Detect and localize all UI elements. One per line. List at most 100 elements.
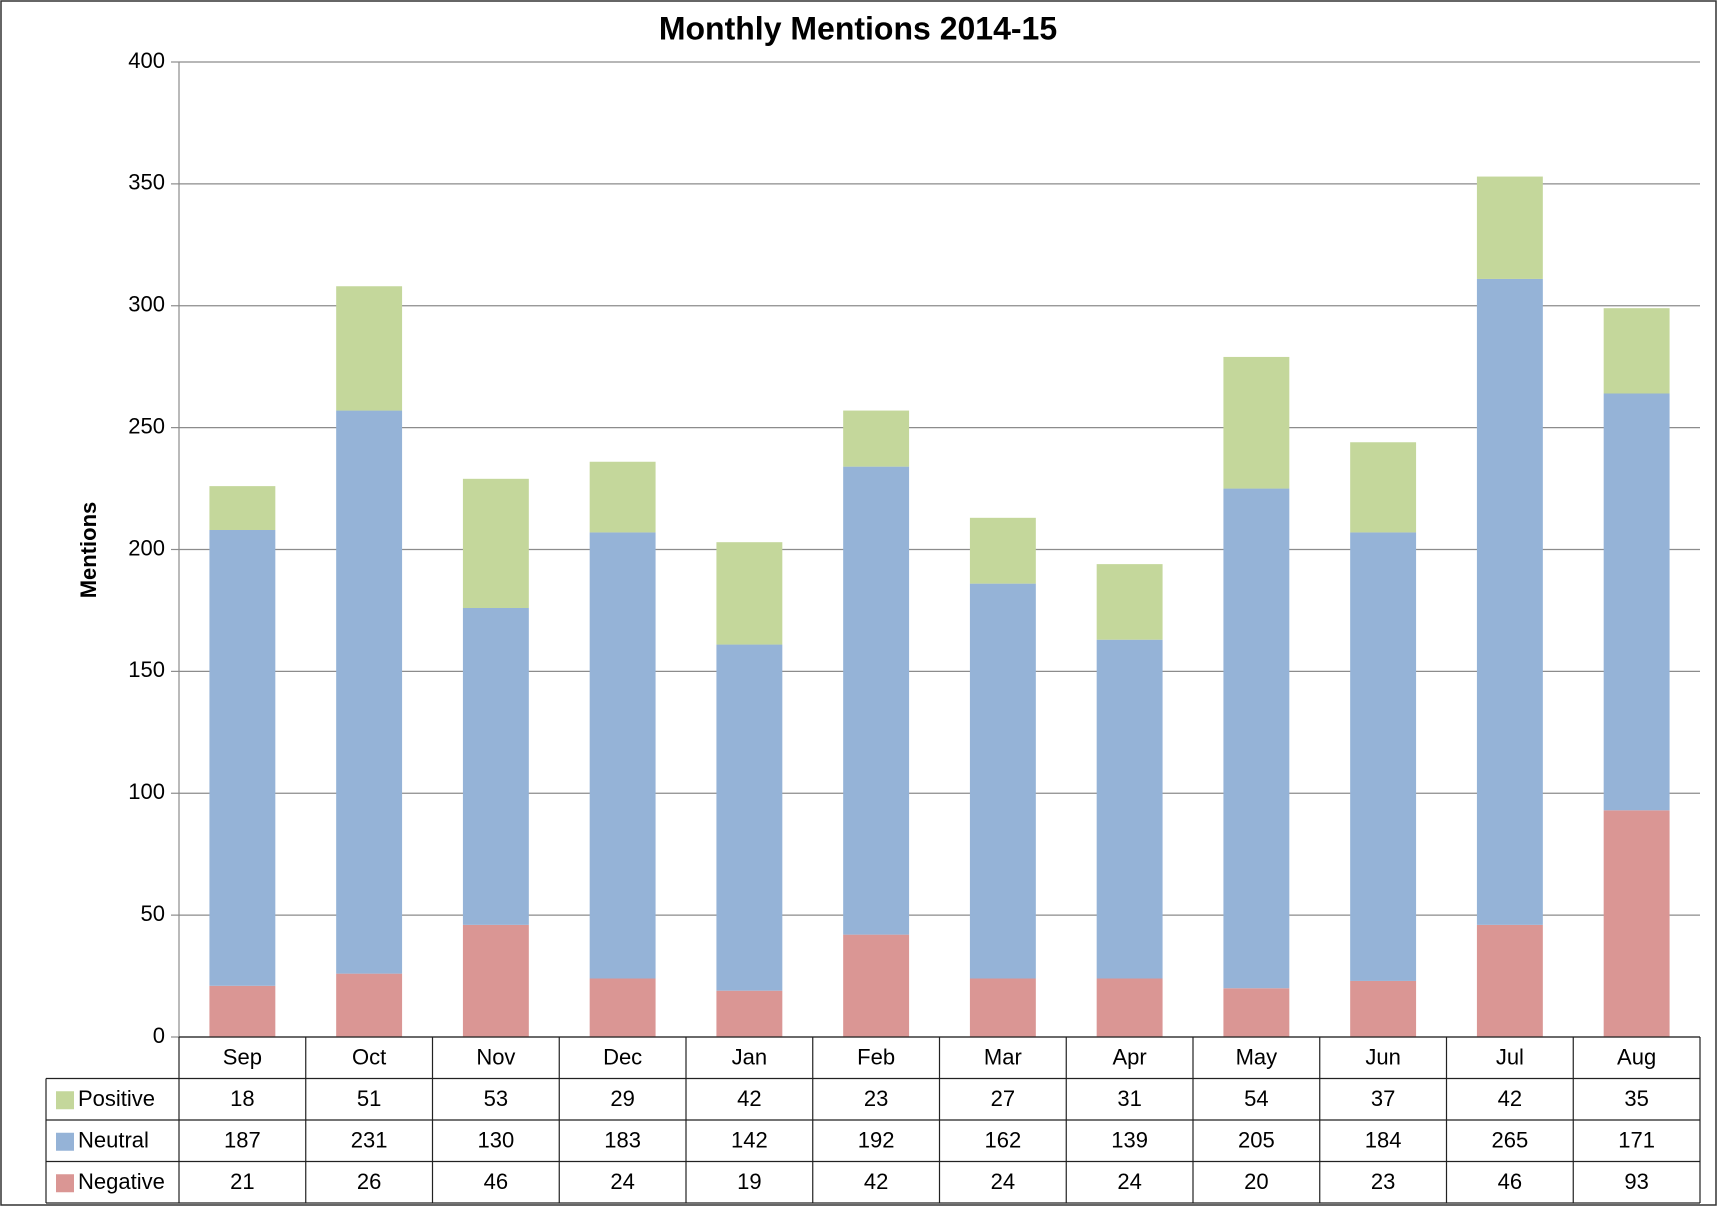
- table-value: 205: [1238, 1128, 1275, 1153]
- table-value: 24: [991, 1169, 1015, 1194]
- table-value: 51: [357, 1086, 381, 1111]
- bar-segment: [843, 934, 910, 1037]
- bar-segment: [969, 517, 1036, 584]
- y-axis-label: Mentions: [76, 502, 101, 599]
- bar-segment: [1476, 278, 1543, 925]
- x-tick-label: Sep: [223, 1045, 262, 1070]
- bar-segment: [1350, 442, 1417, 533]
- bar-segment: [1476, 176, 1543, 279]
- table-value: 187: [224, 1128, 261, 1153]
- x-tick-label: Jun: [1365, 1045, 1400, 1070]
- legend-label: Negative: [78, 1169, 165, 1194]
- bar-segment: [1476, 924, 1543, 1037]
- table-value: 19: [737, 1169, 761, 1194]
- bar-segment: [209, 486, 276, 530]
- bar-segment: [716, 990, 783, 1037]
- y-tick-label: 100: [128, 779, 165, 804]
- bar-segment: [589, 532, 656, 979]
- table-value: 139: [1111, 1128, 1148, 1153]
- x-tick-label: Jul: [1496, 1045, 1524, 1070]
- y-tick-label: 350: [128, 170, 165, 195]
- bar-segment: [1096, 978, 1163, 1037]
- bar-segment: [462, 924, 529, 1037]
- bar-segment: [1223, 356, 1290, 489]
- bar-segment: [336, 973, 403, 1037]
- table-value: 42: [864, 1169, 888, 1194]
- table-value: 142: [731, 1128, 768, 1153]
- bar-segment: [336, 410, 403, 974]
- x-tick-label: Feb: [857, 1045, 895, 1070]
- x-tick-label: Jan: [732, 1045, 767, 1070]
- bar-segment: [843, 410, 910, 467]
- table-value: 20: [1244, 1169, 1268, 1194]
- bar-segment: [209, 985, 276, 1037]
- bar-segment: [589, 461, 656, 533]
- y-tick-label: 0: [153, 1023, 165, 1048]
- y-tick-label: 50: [141, 901, 165, 926]
- table-value: 27: [991, 1086, 1015, 1111]
- bar-segment: [1223, 988, 1290, 1037]
- bar-segment: [1096, 639, 1163, 979]
- bar-segment: [1096, 564, 1163, 640]
- legend-label: Positive: [78, 1086, 155, 1111]
- table-value: 42: [737, 1086, 761, 1111]
- table-value: 29: [610, 1086, 634, 1111]
- table-value: 53: [484, 1086, 508, 1111]
- bar-segment: [716, 542, 783, 645]
- table-value: 21: [230, 1169, 254, 1194]
- legend-swatch: [56, 1132, 74, 1151]
- table-value: 24: [1117, 1169, 1141, 1194]
- table-value: 31: [1117, 1086, 1141, 1111]
- table-value: 42: [1498, 1086, 1522, 1111]
- table-value: 93: [1624, 1169, 1648, 1194]
- table-value: 46: [1498, 1169, 1522, 1194]
- table-value: 162: [985, 1128, 1022, 1153]
- bar-segment: [1223, 488, 1290, 989]
- table-value: 24: [610, 1169, 634, 1194]
- table-value: 35: [1624, 1086, 1648, 1111]
- bar-segment: [336, 286, 403, 411]
- bar-segment: [1603, 810, 1670, 1037]
- y-tick-label: 400: [128, 48, 165, 73]
- table-value: 231: [351, 1128, 388, 1153]
- table-value: 37: [1371, 1086, 1395, 1111]
- legend-swatch: [56, 1174, 74, 1193]
- bar-segment: [462, 478, 529, 608]
- bar-segment: [1603, 308, 1670, 394]
- bar-segment: [589, 978, 656, 1037]
- table-value: 54: [1244, 1086, 1268, 1111]
- y-tick-label: 250: [128, 413, 165, 438]
- x-tick-label: Dec: [603, 1045, 642, 1070]
- chart-title: Monthly Mentions 2014-15: [659, 10, 1057, 46]
- table-value: 184: [1365, 1128, 1402, 1153]
- bar-segment: [969, 583, 1036, 979]
- table-value: 130: [478, 1128, 515, 1153]
- x-tick-label: Apr: [1113, 1045, 1147, 1070]
- bar-segment: [1603, 393, 1670, 811]
- legend-label: Neutral: [78, 1128, 149, 1153]
- y-tick-label: 300: [128, 292, 165, 317]
- table-value: 171: [1618, 1128, 1655, 1153]
- bar-segment: [843, 466, 910, 935]
- y-tick-label: 200: [128, 535, 165, 560]
- table-value: 23: [864, 1086, 888, 1111]
- legend-swatch: [56, 1091, 74, 1110]
- table-value: 46: [484, 1169, 508, 1194]
- table-value: 26: [357, 1169, 381, 1194]
- x-tick-label: Nov: [476, 1045, 515, 1070]
- bar-segment: [209, 530, 276, 986]
- table-value: 23: [1371, 1169, 1395, 1194]
- bar-segment: [716, 644, 783, 991]
- bar-segment: [969, 978, 1036, 1037]
- bar-segment: [1350, 980, 1417, 1037]
- table-value: 183: [604, 1128, 641, 1153]
- x-tick-label: Aug: [1617, 1045, 1656, 1070]
- table-value: 18: [230, 1086, 254, 1111]
- y-tick-label: 150: [128, 657, 165, 682]
- x-tick-label: Oct: [352, 1045, 386, 1070]
- bar-segment: [462, 608, 529, 925]
- x-tick-label: Mar: [984, 1045, 1022, 1070]
- table-value: 265: [1492, 1128, 1529, 1153]
- x-tick-label: May: [1236, 1045, 1278, 1070]
